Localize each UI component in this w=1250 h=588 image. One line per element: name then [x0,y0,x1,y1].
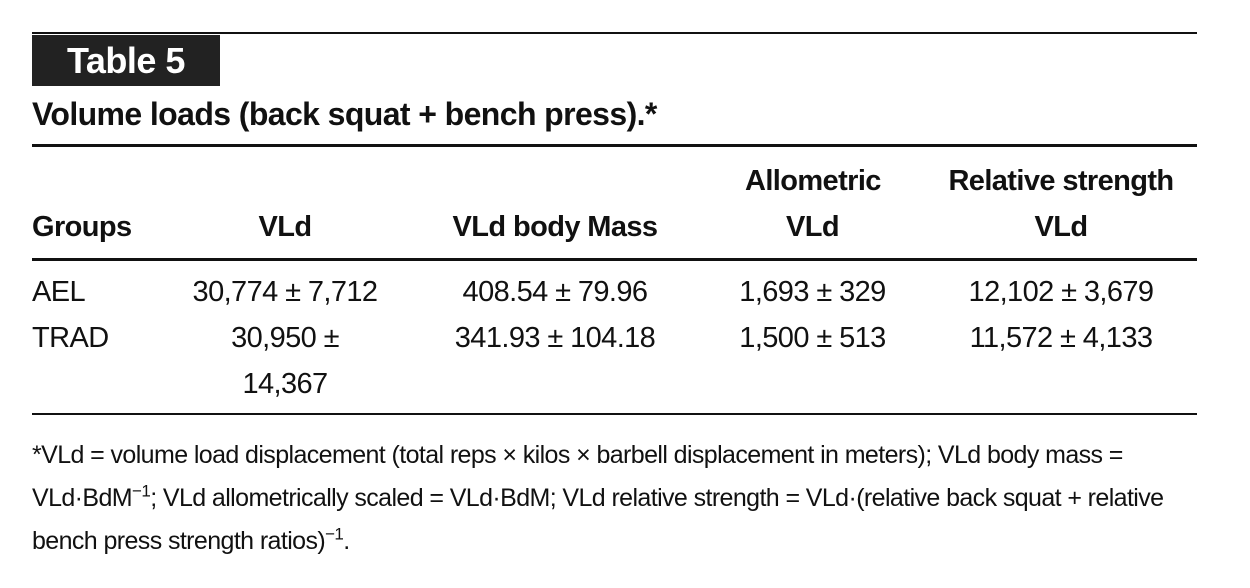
table-label: Table 5 [32,35,220,86]
rule [32,144,1197,147]
superscript: −1 [132,481,151,501]
rule [32,32,1197,34]
footnote-text: . [343,527,350,555]
cell: 30,950 ± 14,367 [231,322,339,400]
header-cell: Groups [32,158,160,261]
cell: 1,693 ± 329 [739,276,886,308]
footnote-text: ; VLd allometrically scaled = VLd·BdM; V… [32,484,1164,555]
header-cell: VLd [160,158,410,261]
row: AEL 30,774 ± 7,712 408.54 ± 79.96 1,693 … [32,260,1197,316]
cell: TRAD [32,322,109,354]
cell: 11,572 ± 4,133 [969,322,1153,354]
header-row: Groups VLd VLd body Mass Allometric VLd … [32,158,1197,261]
footnote-text: *VLd = volume load displacement (total r… [32,441,1123,512]
table: Groups VLd VLd body Mass Allometric VLd … [32,158,1197,407]
rule [32,413,1197,415]
header-cell: Relative strength VLd [925,158,1197,261]
cell: AEL [32,276,86,308]
header-cell: Allometric VLd [700,158,925,261]
header-cell: VLd body Mass [410,158,700,261]
superscript: −1 [325,524,344,544]
cell: 1,500 ± 513 [739,322,886,354]
footnote: *VLd = volume load displacement (total r… [32,434,1197,563]
cell: 30,774 ± 7,712 [192,276,379,308]
cell: 408.54 ± 79.96 [462,276,649,308]
row: TRAD 30,950 ± 14,367 341.93 ± 104.18 1,5… [32,315,1197,407]
table-title: Volume loads (back squat + bench press).… [32,96,657,132]
cell: 341.93 ± 104.18 [454,322,656,354]
cell: 12,102 ± 3,679 [968,276,1155,308]
